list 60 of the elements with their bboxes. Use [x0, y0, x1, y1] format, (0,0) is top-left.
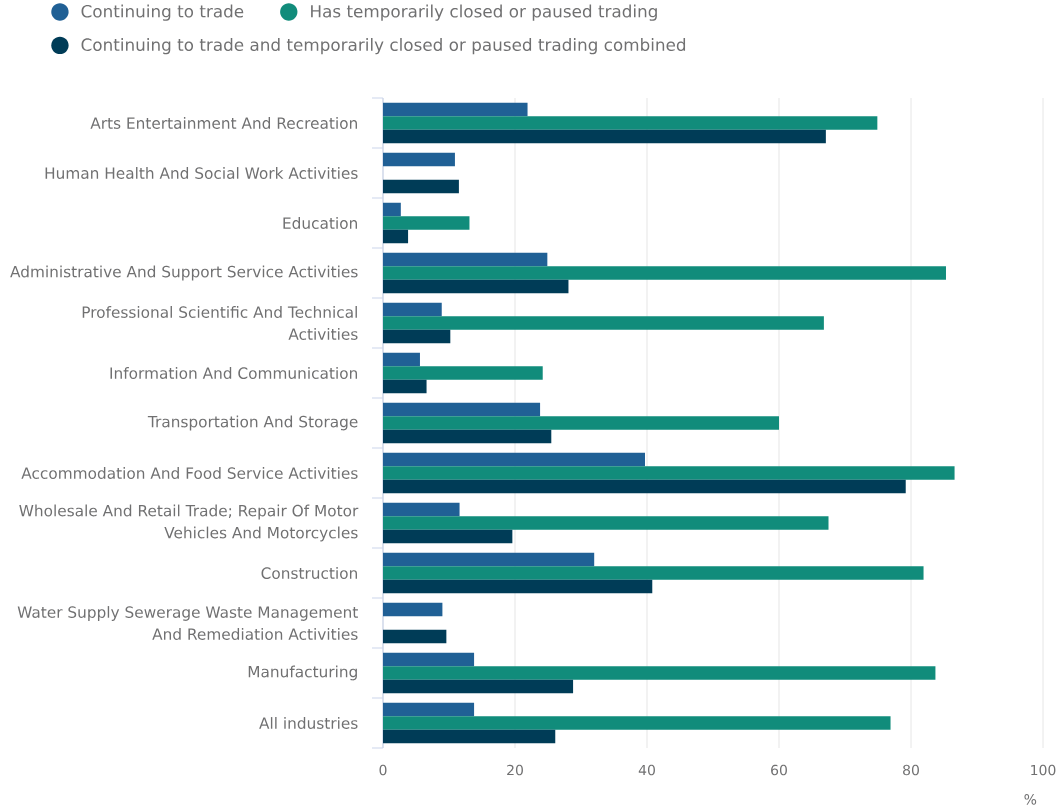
bar: [383, 366, 543, 380]
bar: [383, 379, 427, 394]
bar: [383, 216, 470, 230]
y-tick-label: Water Supply Sewerage Waste Management And Remediation Activities: [17, 606, 358, 640]
x-tick-label: 40: [638, 764, 655, 776]
bar: [383, 679, 574, 694]
y-tick-label: Administrative And Support Service Activities: [10, 265, 358, 281]
bar: [383, 302, 442, 317]
bar: [383, 602, 443, 617]
bar: [383, 716, 891, 730]
bar: [383, 202, 401, 217]
bar: [383, 229, 409, 244]
bar: [383, 266, 946, 280]
bar: [383, 466, 955, 480]
y-tick-label: Transportation And Storage: [147, 415, 358, 431]
bar: [383, 316, 824, 330]
bar: [383, 516, 829, 530]
legend-label: Continuing to trade: [81, 4, 244, 21]
bar: [383, 102, 528, 117]
bar: [383, 179, 459, 194]
y-tick-label: Human Health And Social Work Activities: [45, 167, 358, 179]
bar: [383, 352, 420, 367]
bar: [383, 666, 936, 680]
x-axis-title: %: [1024, 794, 1037, 805]
y-tick-label: Information And Communication: [110, 367, 357, 379]
x-tick-label: 80: [903, 764, 919, 776]
x-tick-label: 0: [379, 764, 387, 776]
x-tick-label: 100: [1031, 764, 1056, 776]
y-tick-label: Arts Entertainment And Recreation: [90, 117, 357, 129]
bar: [383, 252, 548, 267]
bar: [383, 629, 447, 644]
legend-label: Continuing to trade and temporarily closed or paused trading combined: [81, 38, 686, 55]
bar: [383, 129, 826, 144]
y-tick-label: Wholesale And Retail Trade; Repair Of Motor Vehicles And Motorcycles: [19, 504, 359, 542]
bar: [383, 652, 475, 667]
bar: [383, 279, 569, 294]
bar: [383, 579, 653, 594]
y-tick-label: Manufacturing: [248, 665, 357, 681]
legend-label: Has temporarily closed or paused trading: [311, 4, 657, 21]
bar: [383, 152, 455, 167]
bar: [383, 452, 646, 467]
bar: [383, 116, 878, 130]
bar: [383, 479, 906, 494]
bar: [383, 429, 552, 444]
x-tick-label: 60: [771, 764, 787, 776]
y-tick-label: Professional Scientific And Technical Activities: [82, 306, 358, 340]
y-tick-label: Construction: [261, 567, 357, 579]
y-tick-label: Education: [283, 217, 357, 229]
bar: [383, 502, 460, 517]
y-tick-label: All industries: [259, 717, 358, 729]
bar: [383, 402, 541, 417]
bar: [383, 552, 595, 567]
x-tick-label: 20: [507, 764, 523, 776]
bar: [383, 416, 779, 430]
bar: [383, 529, 513, 544]
bar: [383, 566, 924, 580]
y-tick-label: Accommodation And Food Service Activities: [21, 467, 358, 479]
bar: [383, 329, 451, 344]
bar: [383, 702, 475, 717]
bar: [383, 729, 556, 744]
